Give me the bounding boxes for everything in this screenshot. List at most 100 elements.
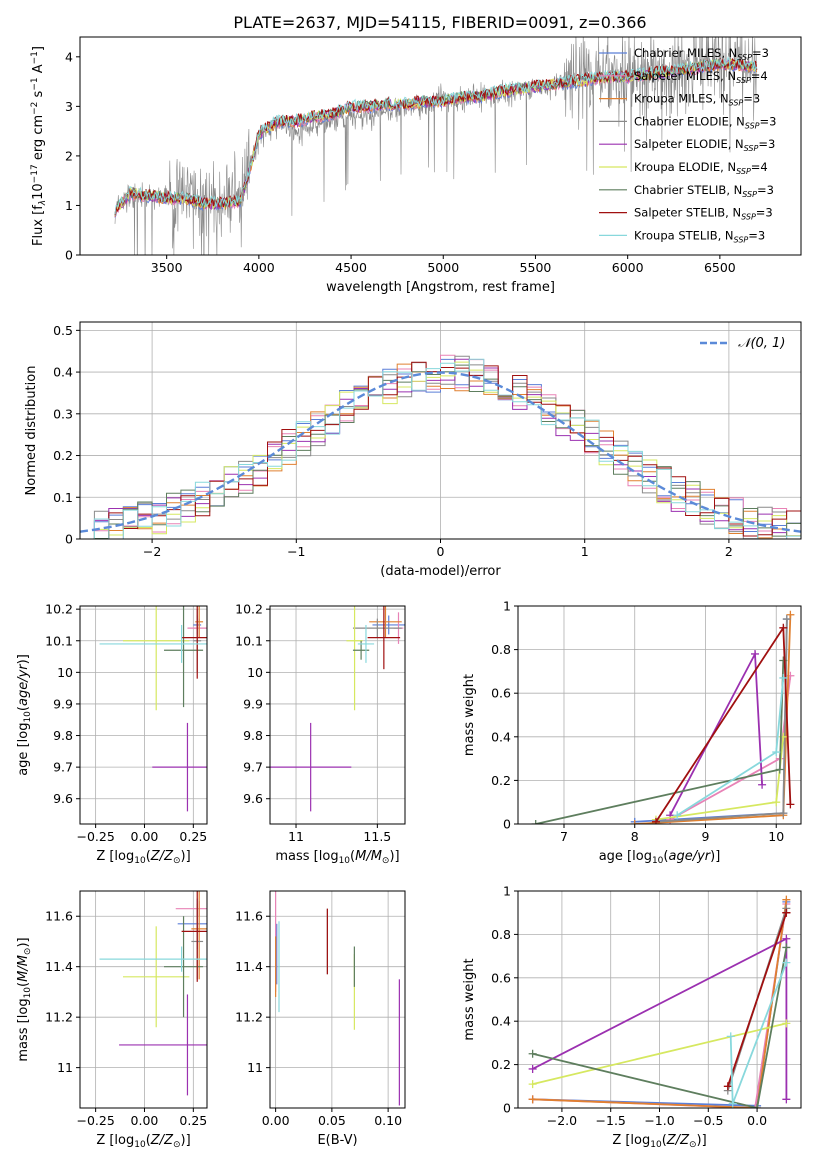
axis-label-part: Kroupa MILES, N [634,92,729,106]
weight-marker [726,1032,735,1041]
axis-label-part: ⊙ [173,1140,181,1150]
axis-label-part: ( [16,706,31,711]
axis-label-part: A [31,64,46,77]
plot-area [528,895,791,1108]
axis-label-part: −1 [30,77,40,90]
x-tick-label: −0.25 [76,1113,114,1128]
legend-entry: 𝒩(0, 1) [738,336,785,351]
x-tick-label: 8 [631,829,639,844]
y-axis-label: Normed distribution [24,366,39,496]
axis-label-part: 10 [134,1140,146,1150]
weight-marker [772,798,781,807]
axis-label-part: )] [389,849,399,864]
x-tick-label: 11 [288,829,304,844]
weight-marker [782,1019,791,1028]
axis-label-part: λ [38,200,48,206]
axis-label-part: Z [log [612,1133,650,1148]
x-tick-label: −0.5 [693,1113,723,1128]
weight-marker [751,1104,760,1108]
y-tick-label: 0.8 [491,927,511,942]
axis-label-part: ( [16,982,31,987]
axis-label-part: )] [16,654,31,664]
x-tick-label: 0.00 [131,829,159,844]
y-tick-label: 11.2 [235,1010,263,1025]
x-tick-label: 5500 [520,260,552,275]
axis-label-part: ⊙ [382,856,390,866]
weight-marker [782,958,791,967]
x-axis-label: Z [log10(Z/Z⊙)] [96,849,190,866]
weight-marker [782,943,791,952]
axis-label-part: =3 [757,183,774,197]
weight-marker [651,817,660,824]
axis-label-part: 10 [650,1140,662,1150]
weight-marker [630,820,639,824]
axis-label-part: 10 [23,987,33,999]
x-axis-label: (data-model)/error [380,564,501,579]
legend-entry: Kroupa STELIB, NSSP=3 [634,228,765,244]
y-tick-label: 0 [503,1101,511,1116]
axis-label-part: SSP [745,121,760,130]
x-axis-label: E(B-V) [317,1133,357,1148]
axis-label-part: Salpeter MILES, N [634,69,736,83]
x-tick-label: 0.25 [179,829,207,844]
x-tick-label: 11.5 [363,829,391,844]
axis-label-part: =3 [748,228,765,242]
weight-marker [782,908,791,917]
axis-label-part: age [log [16,723,31,776]
panel-weight_vs_Z: −2.0 −1.5 −1.0 −0.5 0.0 0 0.2 0.4 0.6 0.8 1 Z [log1… [462,884,802,1150]
weight-marker [786,800,795,809]
spectrum-model-line [114,58,757,216]
y-tick-label: 11.4 [235,959,263,974]
weight-marker [528,1095,537,1104]
axes-frame [269,890,406,1109]
axis-label-part: Chabrier MILES, N [634,46,737,60]
weight-marker [782,615,791,624]
x-tick-label: −1 [287,544,305,559]
weight-marker [728,1099,737,1108]
legend-entry: Chabrier ELODIE, NSSP=3 [634,114,776,130]
weight-marker [779,623,788,632]
y-tick-label: 10 [57,665,73,680]
axis-label-part: )] [181,849,191,864]
axis-label-part: Kroupa ELODIE, N [634,160,736,174]
y-axis-label: mass weight [462,958,477,1040]
weight-marker [782,934,791,943]
legend-entry: Chabrier STELIB, NSSP=3 [634,183,774,199]
legend-entry: Kroupa MILES, NSSP=3 [634,92,760,108]
y-tick-label: 1 [65,198,73,213]
y-tick-label: 11.6 [45,909,73,924]
y-tick-label: 11 [247,1060,263,1075]
y-tick-label: 9.7 [53,760,73,775]
weight-marker [772,748,781,757]
plot-area [531,610,795,824]
y-tick-label: 11.2 [45,1010,73,1025]
weight-marker [753,1104,762,1108]
x-tick-label: −2.0 [547,1113,577,1128]
axis-label-part: SSP [742,190,757,199]
axis-label-part: SSP [736,167,751,176]
axis-label-part: ( [146,849,151,864]
weight-line [532,1022,787,1085]
weight-marker [673,811,682,820]
y-tick-label: 0.4 [491,1014,511,1029]
y-tick-label: 9.9 [53,696,73,711]
axis-label-part: 10 [134,856,146,866]
axis-label-part: Salpeter STELIB, N [634,206,741,220]
axis-label-part: age/yr [16,663,31,706]
axis-label-part: =3 [756,206,773,220]
axis-label-part: SSP [744,144,759,153]
axis-label-part: Chabrier STELIB, N [634,183,742,197]
panel-spectrum: 3500 4000 4500 5000 5500 6000 6500 0 1 2 3 4 Chabrie… [30,36,802,295]
x-tick-label: 6500 [704,260,736,275]
y-tick-label: 0.2 [491,1057,511,1072]
y-tick-label: 4 [65,49,73,64]
axis-label-part: =4 [751,69,768,83]
axis-label-part: =3 [743,92,760,106]
histogram-series [80,361,801,539]
x-tick-label: 6000 [612,260,644,275]
y-tick-label: 9.7 [243,760,263,775]
axis-label-part: =3 [758,137,775,151]
